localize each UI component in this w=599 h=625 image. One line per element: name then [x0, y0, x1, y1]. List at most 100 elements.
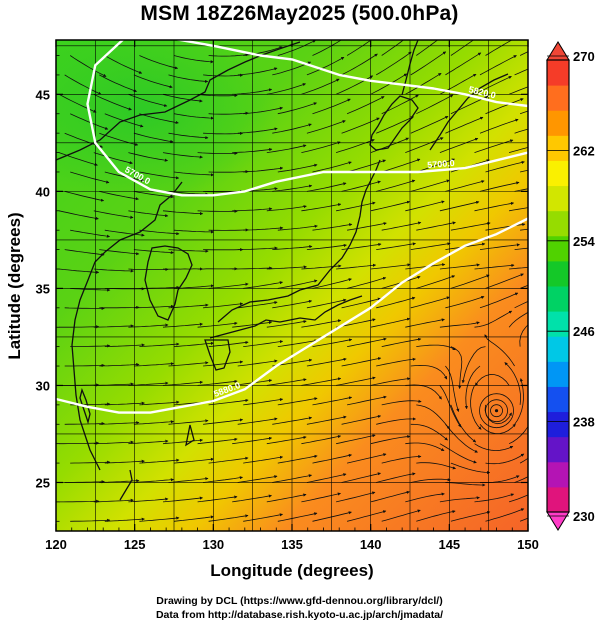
streamline-arrow — [104, 401, 145, 406]
streamline-arrow — [341, 117, 380, 134]
streamline-arrow — [474, 310, 513, 328]
streamline-arrow — [133, 478, 175, 483]
contour-line — [86, 35, 529, 197]
streamline-arrow — [450, 221, 491, 231]
colorbar-segment — [547, 486, 569, 513]
streamline-arrow — [312, 223, 353, 231]
streamline-arrow — [312, 40, 342, 56]
streamline-arrow — [450, 274, 490, 289]
streamline-arrow — [272, 61, 312, 76]
streamline-arrow — [128, 381, 169, 386]
streamline-arrow — [173, 113, 215, 120]
streamline-arrow — [139, 458, 180, 464]
streamline-arrow — [416, 275, 456, 289]
streamline-arrow — [381, 221, 422, 231]
x-tick-label: 130 — [202, 537, 224, 552]
streamline-arrow — [381, 40, 405, 56]
streamline-arrow — [306, 415, 347, 425]
streamline-arrow — [197, 495, 238, 503]
cyclone-ring — [490, 404, 503, 418]
credit-data: Data from http://database.rish.kyoto-u.a… — [155, 609, 444, 621]
streamline-arrow — [301, 492, 342, 503]
streamline-arrow — [474, 201, 515, 212]
streamline-arrow — [376, 116, 414, 134]
streamline-arrow — [58, 93, 97, 113]
streamline-arrow — [128, 323, 169, 328]
streamline-arrow — [99, 305, 140, 310]
streamline-arrow — [514, 378, 524, 425]
streamline-arrow — [203, 131, 244, 135]
streamline-arrow — [266, 435, 307, 445]
streamline-arrow — [243, 398, 284, 406]
streamline-arrow — [232, 88, 273, 95]
streamline-arrow — [410, 51, 447, 76]
streamline-arrow — [445, 295, 485, 309]
streamline-arrow — [479, 423, 516, 435]
streamline-arrow — [306, 120, 346, 134]
streamline-arrow — [370, 317, 411, 328]
streamline-arrow — [514, 68, 528, 76]
streamline-arrow — [439, 263, 480, 270]
streamline-arrow — [139, 400, 180, 406]
streamline-arrow — [266, 265, 307, 270]
streamline-arrow — [64, 306, 105, 310]
streamline-arrow — [405, 263, 446, 270]
streamline-arrow — [346, 96, 385, 115]
streamline-arrow — [133, 362, 175, 367]
streamline-arrow — [69, 55, 107, 77]
streamline-arrow — [306, 243, 347, 250]
streamline-arrow — [347, 453, 387, 464]
streamline-arrow — [410, 242, 451, 250]
streamline-arrow — [162, 438, 204, 445]
colorbar-segment — [547, 60, 569, 86]
streamline-arrow — [243, 340, 284, 347]
y-tick-label: 45 — [36, 87, 50, 102]
streamline-arrow — [485, 453, 525, 465]
streamline-arrow — [173, 229, 215, 234]
streamline-arrow — [64, 249, 105, 257]
streamline-arrow — [474, 443, 514, 452]
streamline-arrow — [104, 229, 145, 237]
streamline-arrow — [470, 385, 482, 430]
streamline-arrow — [416, 404, 450, 430]
streamline-arrow — [70, 171, 110, 184]
streamline-arrow — [266, 320, 307, 328]
contour-line — [55, 217, 529, 414]
streamline-arrow — [139, 516, 180, 522]
streamline-arrow — [485, 160, 525, 173]
cyclone-ring — [485, 399, 508, 423]
streamline-arrow — [485, 273, 524, 289]
streamline-arrow — [336, 434, 376, 445]
streamline-arrow — [243, 226, 284, 231]
streamline-arrow — [232, 266, 273, 270]
streamline-arrow — [197, 321, 238, 328]
streamline-arrow — [139, 113, 179, 124]
colorbar-segment — [547, 336, 569, 362]
streamline-arrow — [520, 228, 528, 231]
streamline-arrow — [139, 342, 180, 347]
streamline-arrow — [162, 210, 204, 216]
streamline-arrow — [266, 144, 307, 153]
contour-line — [158, 34, 529, 108]
x-tick-label: 150 — [517, 537, 539, 552]
colorbar-label: 262 — [573, 143, 595, 158]
streamline-arrow — [508, 311, 528, 328]
streamline-arrow — [277, 102, 318, 115]
y-tick-label: 35 — [36, 281, 50, 296]
streamline-arrow — [277, 224, 318, 231]
colorbar-min-arrow — [546, 511, 570, 531]
colorbar: 270 262 254 246 238 230 — [546, 41, 595, 531]
streamline-arrow — [416, 158, 456, 173]
typhoon-circulation — [479, 393, 514, 429]
streamline-arrow — [133, 420, 175, 425]
streamline-arrow — [197, 379, 238, 386]
streamline-arrow — [277, 397, 318, 406]
streamline-arrow — [104, 343, 145, 347]
streamline-arrow — [232, 320, 273, 328]
streamline-arrow — [410, 364, 448, 380]
streamline-arrow — [336, 201, 376, 212]
streamline-arrow — [133, 249, 174, 255]
streamline-arrow — [168, 477, 209, 483]
streamline-arrow — [237, 246, 278, 250]
